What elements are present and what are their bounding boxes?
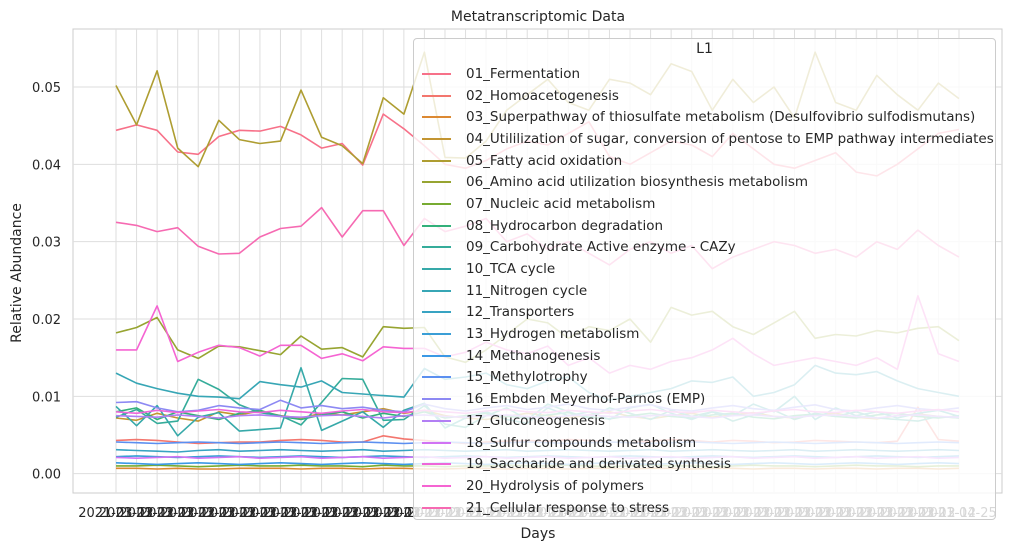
legend-item: 05_Fatty acid oxidation	[420, 150, 994, 172]
legend-label: 19_Saccharide and derivated synthesis	[466, 456, 732, 473]
x-tick-label: 2021-03-12	[78, 506, 154, 521]
legend-label: 18_Sulfur compounds metabolism	[466, 434, 697, 451]
legend-item: 19_Saccharide and derivated synthesis	[420, 453, 994, 475]
legend-swatch	[422, 376, 451, 379]
x-tick-label: 2021-03-12	[304, 506, 380, 521]
legend-swatch	[422, 246, 451, 249]
legend-swatch	[422, 354, 451, 357]
legend-swatch	[422, 116, 451, 119]
legend-item: 03_Superpathway of thiosulfate metabolis…	[420, 106, 994, 128]
legend-swatch	[422, 333, 451, 336]
legend-label: 13_Hydrogen metabolism	[466, 326, 640, 343]
legend-swatch	[422, 289, 451, 292]
y-tick-label: 0.01	[32, 390, 61, 405]
legend-swatch	[422, 463, 451, 466]
legend-label: 08_Hydrocarbon degradation	[466, 217, 664, 234]
y-tick-labels: 0.00 0.01 0.02 0.03 0.04 0.05	[32, 81, 61, 483]
legend-swatch	[422, 311, 451, 314]
x-tick-label: 2021-03-12	[263, 506, 339, 521]
legend-label: 10_TCA cycle	[466, 261, 556, 278]
y-tick-label: 0.03	[32, 236, 61, 251]
legend-swatch	[422, 202, 451, 205]
chart-title: Metatranscriptomic Data	[451, 9, 625, 25]
legend-item: 17_Gluconeogenesis	[420, 410, 994, 432]
x-tick-label: 2021-03-12	[202, 506, 278, 521]
legend-list: 01_Fermentation 02_Homoacetogenesis 03_Sup…	[420, 63, 994, 518]
legend-swatch	[422, 72, 451, 75]
legend-label: 11_Nitrogen cycle	[466, 282, 588, 299]
legend-item: 21_Cellular response to stress	[420, 497, 994, 519]
legend-swatch	[422, 181, 451, 184]
legend-item: 14_Methanogenesis	[420, 345, 994, 367]
legend-label: 12_Transporters	[466, 304, 575, 321]
y-tick-label: 0.04	[32, 158, 61, 173]
legend-item: 16_Embden Meyerhof-Parnos (EMP)	[420, 388, 994, 410]
legend-item: 01_Fermentation	[420, 63, 994, 85]
legend-item: 12_Transporters	[420, 302, 994, 324]
legend-item: 15_Methylotrophy	[420, 367, 994, 389]
legend-item: 02_Homoacetogenesis	[420, 85, 994, 107]
legend-swatch	[422, 506, 451, 509]
legend-swatch	[422, 419, 451, 422]
legend-label: 21_Cellular response to stress	[466, 499, 669, 516]
legend-label: 07_Nucleic acid metabolism	[466, 195, 656, 212]
legend-item: 06_Amino acid utilization biosynthesis m…	[420, 171, 994, 193]
y-tick-label: 0.02	[32, 313, 61, 328]
legend-swatch	[422, 94, 451, 97]
legend-label: 05_Fatty acid oxidation	[466, 152, 623, 169]
legend-swatch	[422, 159, 451, 162]
legend-item: 11_Nitrogen cycle	[420, 280, 994, 302]
legend-title: L1	[696, 41, 713, 57]
legend-item: 04_Utililization of sugar, conversion of…	[420, 128, 994, 150]
legend-label: 02_Homoacetogenesis	[466, 87, 619, 104]
x-tick-label: 2021-03-12	[325, 506, 401, 521]
y-axis-label: Relative Abundance	[9, 203, 25, 343]
legend-label: 06_Amino acid utilization biosynthesis m…	[466, 174, 809, 191]
x-tick-label: 2021-03-12	[243, 506, 319, 521]
legend-item: 10_TCA cycle	[420, 258, 994, 280]
legend-label: 09_Carbohydrate Active enzyme - CAZy	[466, 239, 736, 256]
legend-label: 15_Methylotrophy	[466, 369, 588, 386]
legend-item: 20_Hydrolysis of polymers	[420, 475, 994, 497]
legend-swatch	[422, 484, 451, 487]
legend-label: 04_Utililization of sugar, conversion of…	[466, 130, 994, 147]
x-tick-label: 2021-03-12	[119, 506, 195, 521]
legend-label: 14_Methanogenesis	[466, 347, 601, 364]
legend-label: 16_Embden Meyerhof-Parnos (EMP)	[466, 391, 706, 408]
x-tick-label: 2021-03-12	[181, 506, 257, 521]
legend-label: 01_Fermentation	[466, 65, 581, 82]
legend-item: 09_Carbohydrate Active enzyme - CAZy	[420, 237, 994, 259]
x-tick-label: 2021-03-12	[346, 506, 422, 521]
y-tick-label: 0.05	[32, 81, 61, 96]
legend-swatch	[422, 441, 451, 444]
legend-label: 17_Gluconeogenesis	[466, 412, 606, 429]
y-tick-label: 0.00	[32, 468, 61, 483]
x-tick-label: 2021-03-12	[284, 506, 360, 521]
x-tick-label: 2021-03-12	[99, 506, 175, 521]
legend-item: 07_Nucleic acid metabolism	[420, 193, 994, 215]
legend-swatch	[422, 137, 451, 140]
legend-item: 08_Hydrocarbon degradation	[420, 215, 994, 237]
x-tick-label: 2021-03-12	[140, 506, 216, 521]
x-tick-label: 2021-03-12	[222, 506, 298, 521]
legend-swatch	[422, 268, 451, 271]
legend-swatch	[422, 224, 451, 227]
legend-item: 18_Sulfur compounds metabolism	[420, 432, 994, 454]
x-axis-label: Days	[521, 526, 556, 542]
legend: L1 01_Fermentation 02_Homoacetogenesis 03_…	[413, 38, 996, 520]
x-tick-label: 2021-03-12	[160, 506, 236, 521]
legend-swatch	[422, 398, 451, 401]
legend-item: 13_Hydrogen metabolism	[420, 323, 994, 345]
legend-label: 20_Hydrolysis of polymers	[466, 477, 644, 494]
legend-label: 03_Superpathway of thiosulfate metabolis…	[466, 109, 976, 126]
